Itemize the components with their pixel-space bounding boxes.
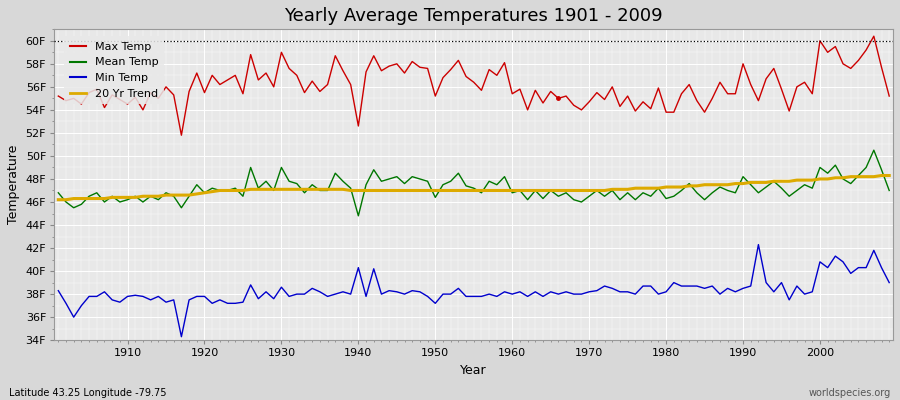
X-axis label: Year: Year [461,364,487,377]
Y-axis label: Temperature: Temperature [7,145,20,224]
Title: Yearly Average Temperatures 1901 - 2009: Yearly Average Temperatures 1901 - 2009 [284,7,663,25]
Text: worldspecies.org: worldspecies.org [809,388,891,398]
Legend: Max Temp, Mean Temp, Min Temp, 20 Yr Trend: Max Temp, Mean Temp, Min Temp, 20 Yr Tre… [64,36,165,104]
Text: Latitude 43.25 Longitude -79.75: Latitude 43.25 Longitude -79.75 [9,388,166,398]
